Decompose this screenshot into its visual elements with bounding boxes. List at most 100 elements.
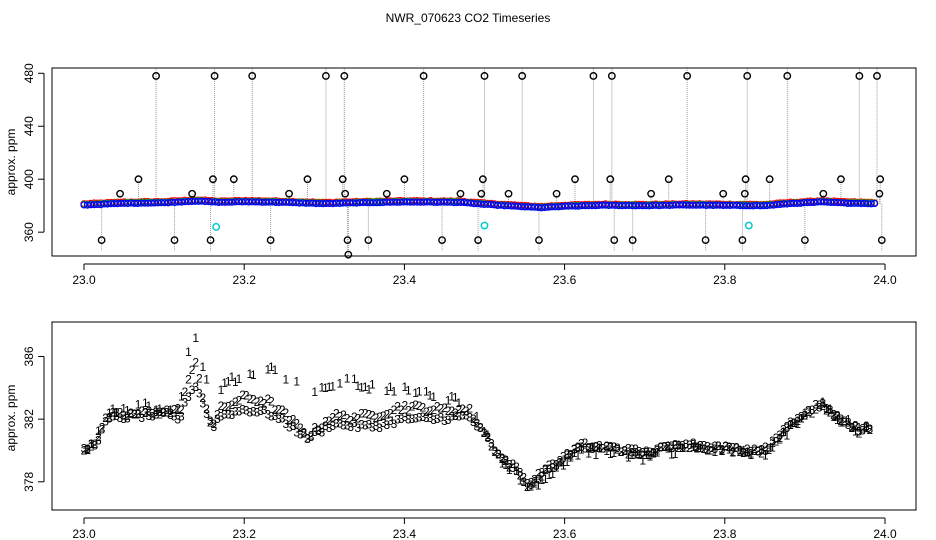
bottom-point-series-3: 3: [556, 456, 563, 470]
bottom-point-series-3: 3: [690, 438, 697, 452]
top-point-blue: [662, 201, 670, 209]
bottom-point-series-2: 2: [308, 429, 315, 443]
bottom-point-series-2: 2: [264, 392, 271, 406]
bottom-point-series-2: 2: [362, 406, 369, 420]
bottom-point-series-1: 1: [701, 442, 708, 456]
top-flagged-point: [480, 221, 489, 230]
bottom-point-series-1: 1: [268, 360, 275, 374]
bottom-point-series-2: 2: [517, 468, 524, 482]
bottom-point-series-2: 2: [232, 395, 239, 409]
top-point-blue: [268, 198, 276, 206]
bottom-point-series-1: 1: [427, 388, 434, 402]
bottom-point-series-2: 2: [672, 438, 679, 452]
bottom-point-series-2: 2: [841, 414, 848, 428]
bottom-point-series-3: 3: [852, 420, 859, 434]
bottom-point-series-3: 3: [153, 405, 160, 419]
top-point-blue: [211, 198, 219, 206]
bottom-point-series-3: 3: [776, 428, 783, 442]
top-point-blue: [645, 202, 653, 210]
top-outlier-point: [740, 189, 749, 198]
bottom-point-series-1: 1: [711, 445, 718, 459]
top-outlier-point: [683, 72, 692, 80]
top-outlier-point: [837, 175, 845, 184]
bottom-point-series-1: 1: [416, 385, 423, 399]
bottom-point-series-1: 1: [369, 378, 376, 392]
bottom-point-series-3: 3: [585, 440, 592, 454]
bottom-point-series-1: 1: [834, 413, 841, 427]
bottom-point-series-3: 3: [798, 410, 805, 424]
bottom-point-series-1: 1: [120, 401, 127, 415]
bottom-point-series-1: 1: [553, 460, 560, 474]
bottom-point-series-3: 3: [502, 453, 509, 467]
top-point-blue: [870, 199, 879, 208]
bottom-point-series-3: 3: [571, 442, 578, 456]
top-point-blue: [807, 198, 815, 206]
bottom-point-series-3: 3: [459, 409, 466, 423]
bottom-point-series-1: 1: [729, 445, 736, 459]
top-point-blue: [793, 199, 801, 207]
top-point-blue: [124, 199, 132, 208]
bottom-point-series-2: 2: [412, 398, 419, 412]
top-y-tick-label: 360: [22, 222, 36, 242]
bottom-point-series-2: 2: [416, 399, 423, 413]
bottom-point-series-2: 2: [200, 391, 207, 405]
top-x-tick-label: 23.6: [553, 273, 577, 287]
bottom-point-series-1: 1: [863, 421, 870, 435]
bottom-point-series-2: 2: [293, 417, 300, 431]
bottom-point-series-2: 2: [344, 412, 351, 426]
top-point-blue: [675, 201, 684, 209]
bottom-point-series-3: 3: [254, 406, 261, 420]
top-point-blue: [208, 198, 216, 206]
bottom-point-series-3: 3: [784, 421, 791, 435]
top-point-blue: [241, 198, 250, 206]
bottom-point-series-2: 2: [704, 443, 711, 457]
top-point-blue: [157, 199, 165, 207]
bottom-point-series-2: 2: [596, 439, 603, 453]
bottom-point-series-3: 3: [102, 415, 109, 429]
bottom-point-series-3: 3: [214, 412, 221, 426]
top-point-blue: [171, 198, 179, 207]
bottom-point-series-2: 2: [708, 444, 715, 458]
bottom-point-series-3: 3: [823, 402, 830, 416]
top-point-blue: [783, 200, 791, 208]
top-outlier-point: [783, 72, 792, 80]
top-point-blue: [336, 199, 344, 207]
top-outlier-point: [209, 175, 217, 184]
bottom-point-series-3: 3: [665, 439, 672, 453]
bottom-point-series-3: 3: [142, 406, 149, 420]
top-point-blue: [406, 198, 414, 206]
bottom-point-series-3: 3: [755, 444, 762, 458]
bottom-point-series-2: 2: [405, 403, 412, 417]
bottom-point-series-2: 2: [84, 443, 91, 457]
bottom-point-series-3: 3: [99, 422, 106, 436]
top-point-blue: [319, 200, 327, 208]
bottom-point-series-2: 2: [196, 371, 203, 385]
bottom-point-series-2: 2: [603, 439, 610, 453]
bottom-point-series-2: 2: [571, 442, 578, 456]
bottom-point-series-2: 2: [780, 422, 787, 436]
bottom-point-series-2: 2: [636, 445, 643, 459]
top-point-blue: [844, 199, 852, 207]
bottom-point-series-3: 3: [376, 421, 383, 435]
bottom-point-series-3: 3: [369, 421, 376, 435]
bottom-point-series-2: 2: [747, 446, 754, 460]
bottom-point-series-2: 2: [643, 444, 650, 458]
bottom-point-series-2: 2: [160, 405, 167, 419]
bottom-point-series-1: 1: [391, 384, 398, 398]
bottom-point-series-2: 2: [506, 460, 513, 474]
bottom-point-series-1: 1: [203, 373, 210, 387]
top-point-blue: [601, 201, 610, 209]
bottom-point-series-3: 3: [218, 410, 225, 424]
bottom-point-series-3: 3: [196, 387, 203, 401]
bottom-point-series-1: 1: [456, 396, 463, 410]
bottom-point-series-3: 3: [171, 409, 178, 423]
bottom-point-series-1: 1: [592, 448, 599, 462]
bottom-point-series-3: 3: [549, 457, 556, 471]
top-point-blue: [315, 199, 324, 208]
bottom-point-series-3: 3: [185, 390, 192, 404]
bottom-point-series-3: 3: [391, 417, 398, 431]
top-outlier-point: [340, 72, 349, 80]
top-point-blue: [349, 199, 357, 207]
